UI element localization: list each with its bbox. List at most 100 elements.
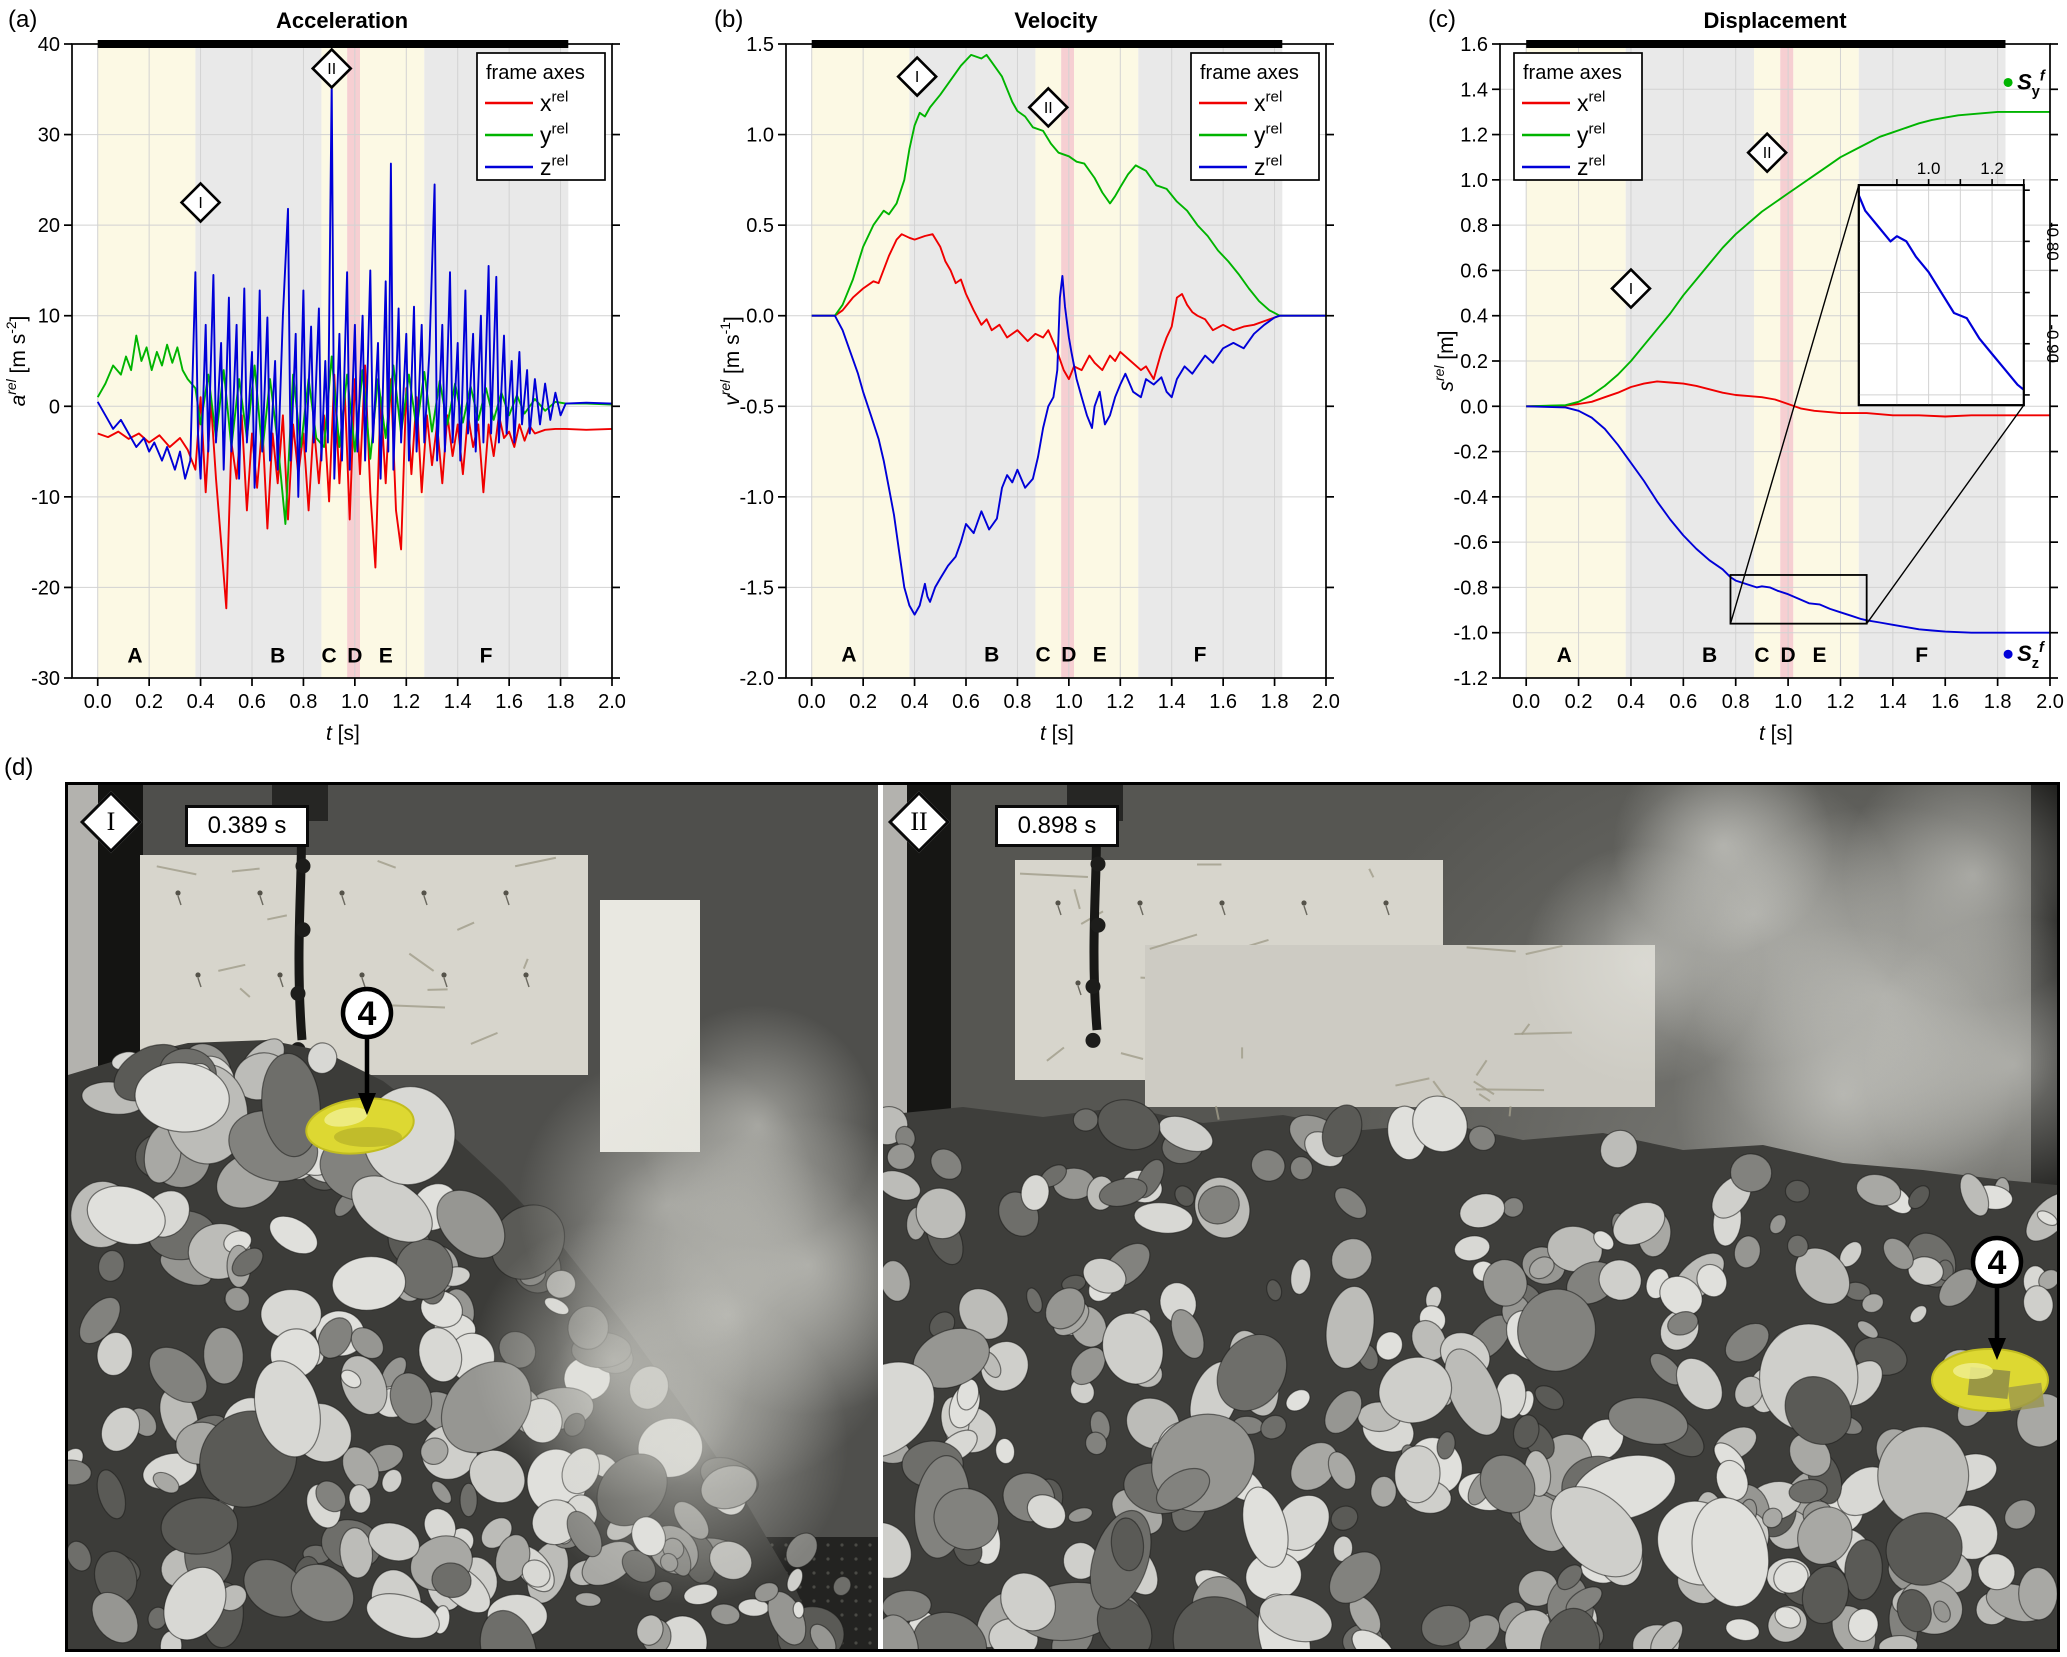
x-axis-label: t [s] (326, 722, 360, 745)
svg-text:0.0: 0.0 (746, 306, 774, 328)
event-marker-I: I (1610, 267, 1652, 310)
series-x_rel (811, 233, 1326, 381)
phase-letter-F: F (1194, 644, 1207, 667)
photo-divider (878, 785, 883, 1649)
svg-text:0.2: 0.2 (135, 691, 163, 713)
svg-text:1.4: 1.4 (444, 691, 472, 713)
svg-text:0.2: 0.2 (849, 691, 877, 713)
svg-text:1.2: 1.2 (1460, 125, 1488, 147)
svg-text:-0.8: -0.8 (1454, 577, 1488, 599)
svg-text:0.5: 0.5 (746, 215, 774, 237)
svg-text:0.6: 0.6 (1460, 260, 1488, 282)
svg-text:1.5: 1.5 (746, 34, 774, 56)
phase-letter-E: E (1813, 644, 1827, 667)
svg-text:-1.2: -1.2 (1454, 668, 1488, 690)
svg-text:2.0: 2.0 (1312, 691, 1340, 713)
svg-text:2.0: 2.0 (598, 691, 626, 713)
svg-text:1.4: 1.4 (1460, 79, 1488, 101)
phase-letter-B: B (270, 645, 285, 668)
legend-title: frame axes (1523, 62, 1622, 84)
sensor-tag: 4 (340, 986, 394, 1115)
series-x_rel (97, 364, 613, 610)
phase-letter-A: A (1557, 644, 1572, 667)
event-marker-II: II (1746, 131, 1788, 174)
series-y_rel (811, 53, 1326, 317)
phase-letter-E: E (1093, 644, 1107, 667)
phase-band-D (1061, 44, 1074, 678)
svg-text:-0.5: -0.5 (740, 396, 774, 418)
svg-text:-0.2: -0.2 (1454, 442, 1488, 464)
x-axis-label: t [s] (1040, 722, 1074, 745)
svg-text:II: II (1044, 100, 1053, 117)
snapshot-time-I: 0.389 s (185, 805, 309, 847)
svg-text:-20: -20 (31, 577, 60, 599)
svg-text:10: 10 (38, 306, 60, 328)
svg-text:0.6: 0.6 (1669, 691, 1697, 713)
phase-letter-D: D (1781, 644, 1796, 667)
svg-text:1.2: 1.2 (1827, 691, 1855, 713)
snapshot-time-II: 0.898 s (995, 805, 1119, 847)
phase-letter-A: A (841, 644, 856, 667)
svg-text:0.4: 0.4 (1617, 691, 1645, 713)
legend: frame axes xrel​ yrel​ zrel​ (1190, 52, 1320, 181)
svg-text:0.8: 0.8 (290, 691, 318, 713)
svg-text:-1.0: -1.0 (740, 487, 774, 509)
y-axis-label: arel​ [m s-2​] (3, 316, 30, 407)
svg-text:0.2: 0.2 (1460, 351, 1488, 373)
svg-text:4: 4 (358, 995, 377, 1033)
svg-text:1.0: 1.0 (1917, 159, 1941, 178)
svg-text:-1.5: -1.5 (740, 577, 774, 599)
chart-title-acceleration: Acceleration (275, 8, 409, 33)
svg-text:0.0: 0.0 (1512, 691, 1540, 713)
svg-text:0.4: 0.4 (1460, 306, 1488, 328)
svg-text:1.0: 1.0 (1774, 691, 1802, 713)
panel-label-a: (a) (8, 6, 38, 33)
svg-text:1.4: 1.4 (1158, 691, 1186, 713)
svg-text:1.2: 1.2 (1106, 691, 1134, 713)
series-z_rel (96, 81, 613, 498)
svg-text:1.8: 1.8 (547, 691, 575, 713)
legend-label-z: zrel​ (540, 152, 568, 180)
phase-letter-C: C (1754, 644, 1769, 667)
svg-text:1.6: 1.6 (1931, 691, 1959, 713)
phase-letter-D: D (1061, 644, 1076, 667)
event-marker-II: II (1027, 86, 1070, 129)
svg-text:20: 20 (38, 215, 60, 237)
svg-text:1.4: 1.4 (1879, 691, 1907, 713)
svg-text:0.6: 0.6 (952, 691, 980, 713)
event-marker-I: I (896, 55, 938, 98)
legend-label-y: yrel​ (1577, 120, 1605, 148)
svg-text:-10: -10 (31, 487, 60, 509)
svg-text:0: 0 (49, 396, 60, 418)
zoom-inset: 1.0 1.2 -0.80 -0.90 (1857, 159, 2062, 407)
event-marker-II: II (310, 47, 353, 90)
svg-text:0.4: 0.4 (187, 691, 215, 713)
phase-letter-C: C (322, 645, 337, 668)
svg-text:I: I (198, 195, 202, 212)
svg-text:Sy​f​: Sy​f​ (2017, 68, 2047, 100)
svg-text:1.0: 1.0 (341, 691, 369, 713)
phase-letter-E: E (379, 645, 393, 668)
series-z_rel (1526, 405, 2050, 634)
legend-label-x: xrel​ (1577, 88, 1605, 116)
phase-letter-C: C (1036, 644, 1051, 667)
svg-text:1.8: 1.8 (1984, 691, 2012, 713)
snapshot-panel: 4 4 I 0.389 s II 0.898 s (65, 782, 2060, 1652)
svg-text:-30: -30 (31, 668, 60, 690)
x-axis-label: t [s] (1759, 722, 1793, 745)
phase-band-A (811, 44, 910, 678)
legend-label-z: zrel​ (1577, 152, 1605, 180)
svg-text:II: II (1763, 145, 1772, 162)
svg-text:2.0: 2.0 (2036, 691, 2064, 713)
svg-text:-1.0: -1.0 (1454, 623, 1488, 645)
svg-text:1.8: 1.8 (1261, 691, 1289, 713)
svg-text:0.8: 0.8 (1460, 215, 1488, 237)
final-value-label-y: Sy​f​ (2003, 68, 2047, 100)
snapshot-photo-II: 4 (883, 785, 2057, 1649)
legend-label-y: yrel​ (540, 120, 568, 148)
zoom-source-rect (1729, 574, 1868, 625)
event-marker-I: I (179, 181, 222, 224)
svg-text:II: II (327, 61, 336, 78)
phase-band-A (97, 44, 196, 678)
